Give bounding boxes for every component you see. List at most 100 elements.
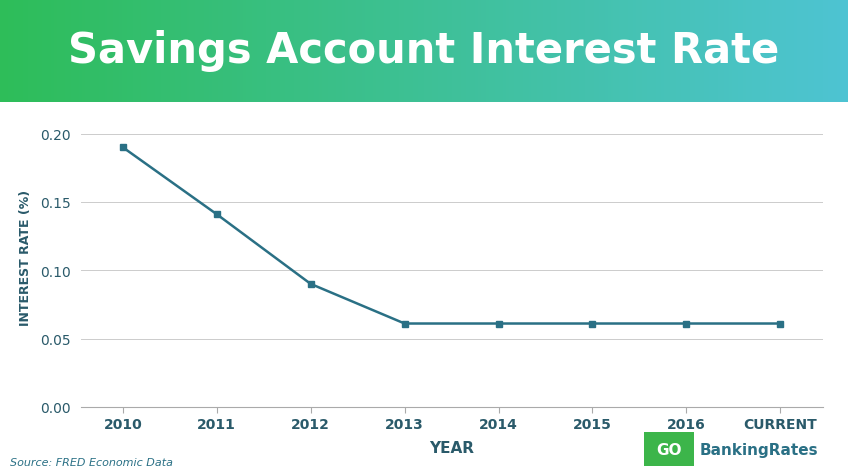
- Bar: [661, 0, 665, 102]
- Bar: [537, 0, 541, 102]
- Bar: [568, 0, 572, 102]
- Bar: [113, 0, 117, 102]
- Bar: [198, 0, 202, 102]
- Bar: [545, 0, 550, 102]
- Bar: [45, 0, 49, 102]
- Bar: [99, 0, 103, 102]
- Bar: [761, 0, 764, 102]
- Bar: [206, 0, 210, 102]
- Bar: [243, 0, 247, 102]
- Bar: [367, 0, 371, 102]
- Bar: [68, 0, 71, 102]
- FancyBboxPatch shape: [644, 432, 694, 466]
- Bar: [664, 0, 668, 102]
- Bar: [294, 0, 298, 102]
- Bar: [373, 0, 377, 102]
- Bar: [825, 0, 829, 102]
- Bar: [20, 0, 24, 102]
- Bar: [108, 0, 111, 102]
- Bar: [566, 0, 569, 102]
- Bar: [795, 0, 798, 102]
- Bar: [630, 0, 634, 102]
- Bar: [93, 0, 97, 102]
- Bar: [416, 0, 419, 102]
- Bar: [659, 0, 662, 102]
- Bar: [778, 0, 781, 102]
- Bar: [303, 0, 306, 102]
- Bar: [579, 0, 583, 102]
- Bar: [396, 0, 399, 102]
- Bar: [161, 0, 165, 102]
- Bar: [384, 0, 388, 102]
- Bar: [121, 0, 126, 102]
- Bar: [613, 0, 617, 102]
- Bar: [591, 0, 594, 102]
- Bar: [503, 0, 507, 102]
- Bar: [246, 0, 249, 102]
- Bar: [59, 0, 63, 102]
- Bar: [636, 0, 639, 102]
- Bar: [814, 0, 817, 102]
- Bar: [382, 0, 385, 102]
- Bar: [133, 0, 137, 102]
- Bar: [588, 0, 592, 102]
- Bar: [840, 0, 843, 102]
- Bar: [477, 0, 482, 102]
- Bar: [220, 0, 224, 102]
- Bar: [600, 0, 603, 102]
- Bar: [337, 0, 340, 102]
- Bar: [735, 0, 739, 102]
- Bar: [102, 0, 105, 102]
- Bar: [3, 0, 7, 102]
- Bar: [14, 0, 18, 102]
- Bar: [791, 0, 795, 102]
- Bar: [812, 0, 815, 102]
- Bar: [240, 0, 244, 102]
- Bar: [215, 0, 219, 102]
- Bar: [472, 0, 476, 102]
- Bar: [718, 0, 722, 102]
- Bar: [820, 0, 823, 102]
- Bar: [288, 0, 292, 102]
- Bar: [130, 0, 134, 102]
- Bar: [150, 0, 153, 102]
- Bar: [517, 0, 521, 102]
- Bar: [744, 0, 747, 102]
- Bar: [698, 0, 702, 102]
- Bar: [311, 0, 315, 102]
- Bar: [749, 0, 753, 102]
- Bar: [667, 0, 671, 102]
- Bar: [494, 0, 499, 102]
- Bar: [786, 0, 789, 102]
- Bar: [684, 0, 688, 102]
- Bar: [585, 0, 589, 102]
- Bar: [226, 0, 230, 102]
- Bar: [706, 0, 711, 102]
- Bar: [540, 0, 544, 102]
- Bar: [438, 0, 442, 102]
- Bar: [271, 0, 275, 102]
- Bar: [511, 0, 516, 102]
- Bar: [257, 0, 261, 102]
- X-axis label: YEAR: YEAR: [429, 440, 474, 455]
- Bar: [732, 0, 736, 102]
- Bar: [746, 0, 750, 102]
- Bar: [187, 0, 190, 102]
- Bar: [622, 0, 626, 102]
- Bar: [181, 0, 185, 102]
- Bar: [817, 0, 821, 102]
- Bar: [789, 0, 792, 102]
- Bar: [650, 0, 654, 102]
- Bar: [783, 0, 787, 102]
- Bar: [201, 0, 204, 102]
- Bar: [410, 0, 414, 102]
- Bar: [178, 0, 181, 102]
- Bar: [452, 0, 456, 102]
- Bar: [316, 0, 321, 102]
- Bar: [837, 0, 840, 102]
- Bar: [808, 0, 812, 102]
- Bar: [475, 0, 478, 102]
- Bar: [769, 0, 773, 102]
- Bar: [28, 0, 32, 102]
- Bar: [31, 0, 35, 102]
